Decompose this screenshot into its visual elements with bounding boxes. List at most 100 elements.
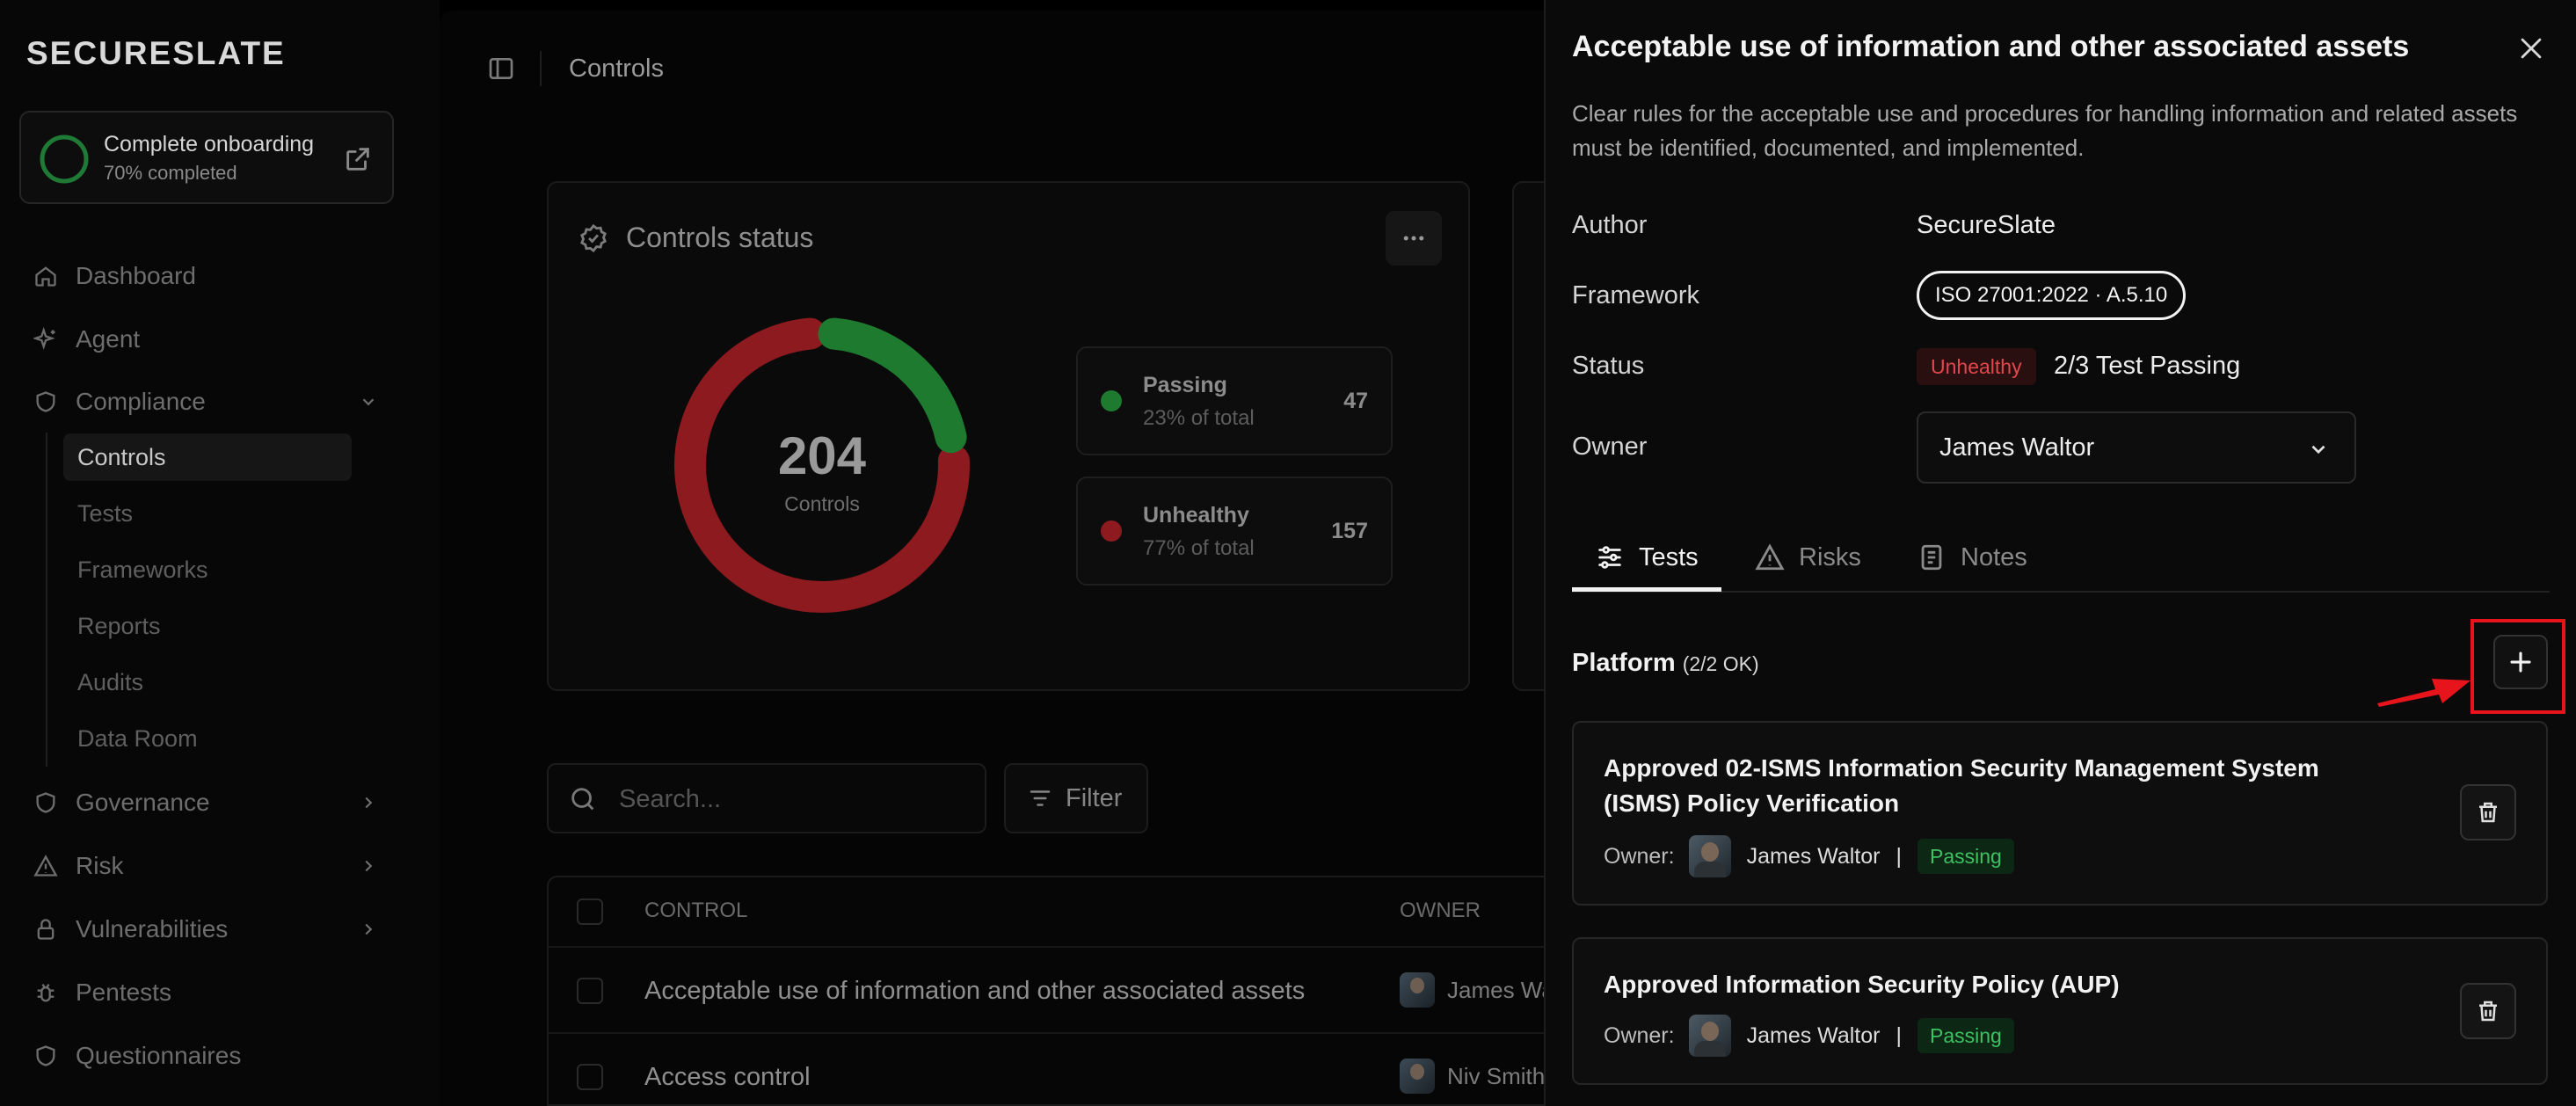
row-checkbox[interactable] — [577, 1064, 603, 1090]
status-label: Status — [1572, 352, 1645, 380]
stat-unhealthy[interactable]: Unhealthy 77% of total 157 — [1076, 477, 1393, 586]
test-owner-label: Owner: — [1604, 843, 1675, 869]
sidebar-item-frameworks[interactable]: Frameworks — [77, 556, 208, 583]
tab-risks[interactable]: Risks — [1755, 531, 1861, 584]
controls-status-title: Controls status — [626, 222, 814, 253]
controls-table — [547, 876, 1544, 1106]
nav-dashboard[interactable]: Dashboard — [33, 254, 196, 298]
more-options-button[interactable] — [1386, 211, 1442, 266]
sidebar-item-audits[interactable]: Audits — [77, 668, 144, 695]
table-row-owner-name: James Wa — [1447, 976, 1554, 1003]
platform-section-title: Platform (2/2 OK) — [1572, 649, 1759, 678]
stat-passing[interactable]: Passing 23% of total 47 — [1076, 346, 1393, 455]
avatar — [1400, 1059, 1435, 1094]
red-arrow-annotation — [2377, 679, 2470, 707]
column-header-control: CONTROL — [644, 899, 748, 922]
onboarding-card[interactable]: Complete onboarding 70% completed — [19, 111, 394, 204]
nav-agent[interactable]: Agent — [33, 317, 140, 361]
stat-unhealthy-count: 157 — [1331, 519, 1368, 543]
delete-test-button[interactable] — [2460, 784, 2516, 840]
framework-pill[interactable]: ISO 27001:2022 · A.5.10 — [1917, 271, 2187, 320]
tab-notes[interactable]: Notes — [1917, 531, 2027, 584]
shield-icon — [36, 391, 55, 412]
passing-dot — [1101, 390, 1122, 411]
chevron-right-icon — [365, 797, 373, 809]
avatar — [1400, 972, 1435, 1008]
select-all-checkbox[interactable] — [577, 899, 603, 925]
secondary-card — [1512, 181, 1547, 691]
table-divider — [549, 1032, 1544, 1034]
filter-button[interactable]: Filter — [1004, 763, 1148, 833]
sidebar-item-controls[interactable]: Controls — [63, 433, 352, 481]
author-label: Author — [1572, 211, 1648, 239]
tabs-divider — [1572, 591, 2550, 593]
active-tab-indicator — [1572, 587, 1721, 592]
nav-pentests[interactable]: Pentests — [33, 971, 171, 1015]
nav-vulnerabilities[interactable]: Vulnerabilities — [33, 907, 373, 951]
search-icon — [571, 788, 594, 811]
nav-pentests-label: Pentests — [76, 979, 171, 1006]
warning-icon — [33, 855, 58, 877]
table-row-control[interactable]: Access control — [644, 1063, 811, 1091]
status-badge: Unhealthy — [1917, 348, 2036, 385]
sidebar-item-tests[interactable]: Tests — [77, 499, 134, 527]
external-link-icon[interactable] — [343, 144, 373, 174]
sidebar-toggle-icon[interactable] — [487, 55, 515, 83]
search-input[interactable] — [619, 781, 971, 818]
nav-governance[interactable]: Governance — [33, 781, 373, 825]
plus-icon — [2510, 651, 2531, 673]
test-owner: Owner: James Waltor | Passing — [1604, 835, 2014, 877]
platform-title: Platform — [1572, 649, 1676, 677]
topbar-divider — [540, 51, 542, 86]
shield-icon — [36, 1045, 55, 1066]
more-horizontal-icon — [1403, 236, 1424, 241]
stat-unhealthy-name: Unhealthy — [1143, 503, 1249, 528]
add-test-button[interactable] — [2493, 635, 2548, 689]
avatar — [1688, 835, 1731, 877]
test-card[interactable]: Approved Information Security Policy (AU… — [1572, 937, 2548, 1085]
controls-donut-chart — [674, 317, 970, 613]
controls-total-label: Controls — [784, 492, 860, 515]
sidebar-item-data-room[interactable]: Data Room — [77, 724, 198, 752]
document-icon — [1921, 544, 1942, 571]
tab-notes-label: Notes — [1961, 542, 2027, 571]
close-icon[interactable] — [2516, 33, 2546, 63]
stat-passing-pct: 23% of total — [1143, 406, 1255, 430]
status-text: 2/3 Test Passing — [2054, 352, 2241, 380]
onboarding-title: Complete onboarding — [104, 132, 315, 156]
owner-select[interactable]: James Waltor — [1917, 411, 2356, 484]
nav-agent-label: Agent — [76, 325, 141, 353]
badge-check-icon — [580, 223, 607, 253]
page-title: Controls — [569, 55, 664, 83]
submenu-guide-line — [46, 433, 47, 767]
onboarding-progress-ring — [40, 135, 89, 184]
shield-icon — [36, 792, 55, 813]
warning-icon — [1755, 543, 1785, 571]
author-value: SecureSlate — [1917, 211, 2056, 239]
avatar — [1688, 1015, 1731, 1057]
donut-segment-unhealthy — [674, 317, 970, 613]
chevron-right-icon — [365, 860, 373, 872]
tab-tests-label: Tests — [1639, 542, 1699, 571]
trash-icon — [2479, 1000, 2497, 1022]
bug-icon — [37, 984, 55, 1002]
panel-description: Clear rules for the acceptable use and p… — [1572, 100, 2518, 161]
platform-count: (2/2 OK) — [1682, 652, 1759, 675]
nav-vulnerabilities-label: Vulnerabilities — [76, 915, 229, 942]
tab-tests[interactable]: Tests — [1595, 531, 1699, 584]
test-card[interactable]: Approved 02-ISMS Information Security Ma… — [1572, 721, 2548, 906]
status-badge: Passing — [1917, 839, 2014, 874]
nav-governance-label: Governance — [76, 789, 210, 816]
chevron-down-icon — [2311, 445, 2325, 455]
tab-risks-label: Risks — [1799, 542, 1861, 571]
nav-risk[interactable]: Risk — [33, 844, 373, 888]
nav-compliance[interactable]: Compliance — [33, 380, 375, 424]
table-row-control[interactable]: Acceptable use of information and other … — [644, 977, 1306, 1005]
table-divider — [549, 946, 1544, 948]
chevron-right-icon — [365, 923, 373, 935]
sidebar-item-reports[interactable]: Reports — [77, 612, 161, 639]
row-checkbox[interactable] — [577, 978, 603, 1004]
nav-questionnaires-label: Questionnaires — [76, 1042, 242, 1069]
delete-test-button[interactable] — [2460, 983, 2516, 1039]
nav-questionnaires[interactable]: Questionnaires — [33, 1034, 241, 1078]
